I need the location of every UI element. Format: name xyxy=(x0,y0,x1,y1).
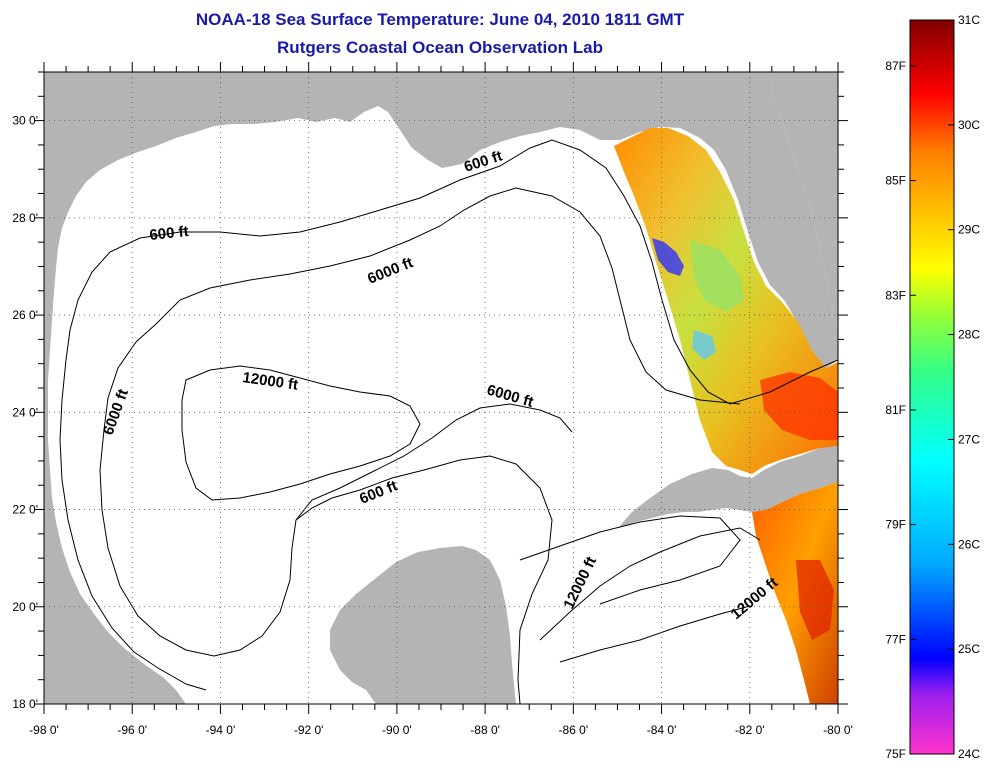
land-florida xyxy=(770,78,838,330)
colorbar-fahrenheit-label: 75F xyxy=(885,747,906,761)
longitude-tick-label: -98 0' xyxy=(29,723,59,737)
contour-cayman-ridge xyxy=(519,515,741,605)
colorbar-celsius-label: 26C xyxy=(958,537,980,551)
longitude-tick-label: -90 0' xyxy=(382,723,412,737)
colorbar-fahrenheit-label: 87F xyxy=(885,59,906,73)
contour-6000ft-north xyxy=(103,187,741,431)
longitude-tick-label: -88 0' xyxy=(470,723,500,737)
colorbar-celsius-label: 31C xyxy=(958,13,980,27)
sst-cyan-patch xyxy=(692,330,716,360)
colorbar-fahrenheit-label: 83F xyxy=(885,288,906,302)
colorbar-celsius-labels: 31C 30C 29C 28C 27C 26C 25C 24C xyxy=(948,13,980,761)
latitude-tick-label: 28 0' xyxy=(12,211,38,225)
colorbar-gradient xyxy=(909,19,955,755)
land-yucatan xyxy=(330,546,516,704)
sst-warm-patch xyxy=(760,372,838,440)
colorbar-celsius-label: 29C xyxy=(958,223,980,237)
colorbar-fahrenheit-label: 79F xyxy=(885,518,906,532)
colorbar-celsius-label: 27C xyxy=(958,432,980,446)
colorbar-fahrenheit-labels: 87F 85F 83F 81F 79F 77F 75F xyxy=(885,59,916,761)
map-title: NOAA-18 Sea Surface Temperature: June 04… xyxy=(195,10,685,29)
latitude-tick-label: 24 0' xyxy=(12,405,38,419)
colorbar-celsius-label: 30C xyxy=(958,118,980,132)
land-florida-tip xyxy=(812,330,838,368)
bathymetry-contours xyxy=(59,139,838,704)
colorbar: 31C 30C 29C 28C 27C 26C 25C 24C 87F 85F 83F 81F 79F… xyxy=(885,13,980,761)
longitude-tick-label: -86 0' xyxy=(559,723,589,737)
latitude-axis: 18 0' 20 0' 22 0' 24 0' 26 0' 28 0' 30 0' xyxy=(12,71,848,711)
sst-caribbean-red-patch xyxy=(796,560,834,640)
longitude-tick-label: -92 0' xyxy=(294,723,324,737)
latitude-tick-label: 26 0' xyxy=(12,308,38,322)
contour-12000ft-plain xyxy=(181,365,421,501)
colorbar-celsius-label: 28C xyxy=(958,328,980,342)
longitude-tick-label: -94 0' xyxy=(206,723,236,737)
latitude-tick-label: 30 0' xyxy=(12,114,38,128)
contour-label: 600 ft xyxy=(149,223,190,244)
colorbar-fahrenheit-label: 81F xyxy=(885,403,906,417)
contour-600ft-yucatan xyxy=(295,455,553,704)
sst-green-patch xyxy=(690,240,744,312)
contour-6000ft-east xyxy=(295,403,573,521)
contour-12000ft-caribbean xyxy=(539,527,761,641)
contour-600ft-west xyxy=(59,329,207,691)
sst-cool-patch xyxy=(652,238,684,276)
graticule xyxy=(44,72,838,704)
colorbar-celsius-label: 24C xyxy=(958,747,980,761)
longitude-tick-label: -80 0' xyxy=(823,723,853,737)
latitude-tick-label: 20 0' xyxy=(12,600,38,614)
latitude-tick-label: 18 0' xyxy=(12,697,38,711)
contour-6000ft-west xyxy=(99,429,297,657)
colorbar-celsius-label: 25C xyxy=(958,642,980,656)
longitude-axis: -98 0' -96 0' -94 0' -92 0' -90 0' -88 0' -86 … xyxy=(29,62,853,737)
map-subtitle: Rutgers Coastal Ocean Observation Lab xyxy=(277,38,603,57)
latitude-tick-label: 22 0' xyxy=(12,503,38,517)
contour-600ft-north xyxy=(69,139,838,405)
contour-12000ft-caribbean-2 xyxy=(559,605,751,663)
colorbar-fahrenheit-label: 85F xyxy=(885,174,906,188)
land-north-america xyxy=(44,72,838,704)
sst-swath-caribbean xyxy=(752,482,838,704)
longitude-tick-label: -96 0' xyxy=(117,723,147,737)
colorbar-fahrenheit-label: 77F xyxy=(885,632,906,646)
land-cuba xyxy=(618,442,838,528)
longitude-tick-label: -84 0' xyxy=(647,723,677,737)
longitude-tick-label: -82 0' xyxy=(735,723,765,737)
